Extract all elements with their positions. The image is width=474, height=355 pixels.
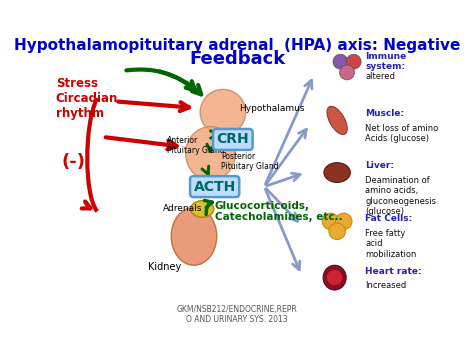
Circle shape (327, 269, 343, 286)
Circle shape (329, 223, 346, 240)
Text: Muscle:: Muscle: (365, 109, 404, 118)
Text: Glucocorticoids,
Catecholamines, etc..: Glucocorticoids, Catecholamines, etc.. (215, 201, 342, 222)
Text: Fat Cells:: Fat Cells: (365, 214, 412, 223)
Text: Free fatty
acid
mobilization: Free fatty acid mobilization (365, 229, 417, 258)
Text: (-): (-) (62, 153, 86, 171)
Text: GKM/NSB212/ENDOCRINE,REPR
O AND URINARY SYS. 2013: GKM/NSB212/ENDOCRINE,REPR O AND URINARY … (177, 305, 297, 324)
Circle shape (336, 213, 352, 230)
Ellipse shape (191, 201, 214, 217)
Text: Hypothalamus: Hypothalamus (239, 104, 305, 113)
Circle shape (339, 65, 355, 80)
Ellipse shape (327, 106, 347, 135)
Text: Feedback: Feedback (189, 50, 285, 68)
Ellipse shape (323, 265, 346, 290)
Text: Posterior
Pituitary Gland: Posterior Pituitary Gland (221, 152, 279, 171)
Text: altered: altered (365, 72, 395, 81)
Text: Immune
system:: Immune system: (365, 52, 407, 71)
Ellipse shape (186, 127, 236, 180)
Text: Anterior
Pituitary Gland: Anterior Pituitary Gland (167, 136, 224, 155)
Circle shape (322, 213, 339, 230)
Ellipse shape (324, 163, 350, 182)
Text: Liver:: Liver: (365, 162, 394, 170)
Text: Kidney: Kidney (148, 262, 182, 272)
Ellipse shape (200, 89, 246, 135)
Text: ACTH: ACTH (193, 180, 236, 193)
Text: Stress
Circadian
rhythm: Stress Circadian rhythm (56, 77, 118, 120)
Ellipse shape (171, 207, 217, 265)
Text: Adrenals: Adrenals (164, 204, 203, 213)
Text: Deamination of
amino acids,
gluconeogenesis
(glucose): Deamination of amino acids, gluconeogene… (365, 176, 436, 216)
Text: Hypothalamopituitary adrenal  (HPA) axis: Negative: Hypothalamopituitary adrenal (HPA) axis:… (14, 38, 460, 53)
Text: Increased: Increased (365, 281, 407, 290)
Circle shape (346, 54, 361, 69)
Text: CRH: CRH (217, 132, 249, 147)
Circle shape (333, 54, 348, 69)
Text: Heart rate:: Heart rate: (365, 267, 422, 275)
Text: Net loss of amino
Acids (glucose): Net loss of amino Acids (glucose) (365, 124, 438, 143)
